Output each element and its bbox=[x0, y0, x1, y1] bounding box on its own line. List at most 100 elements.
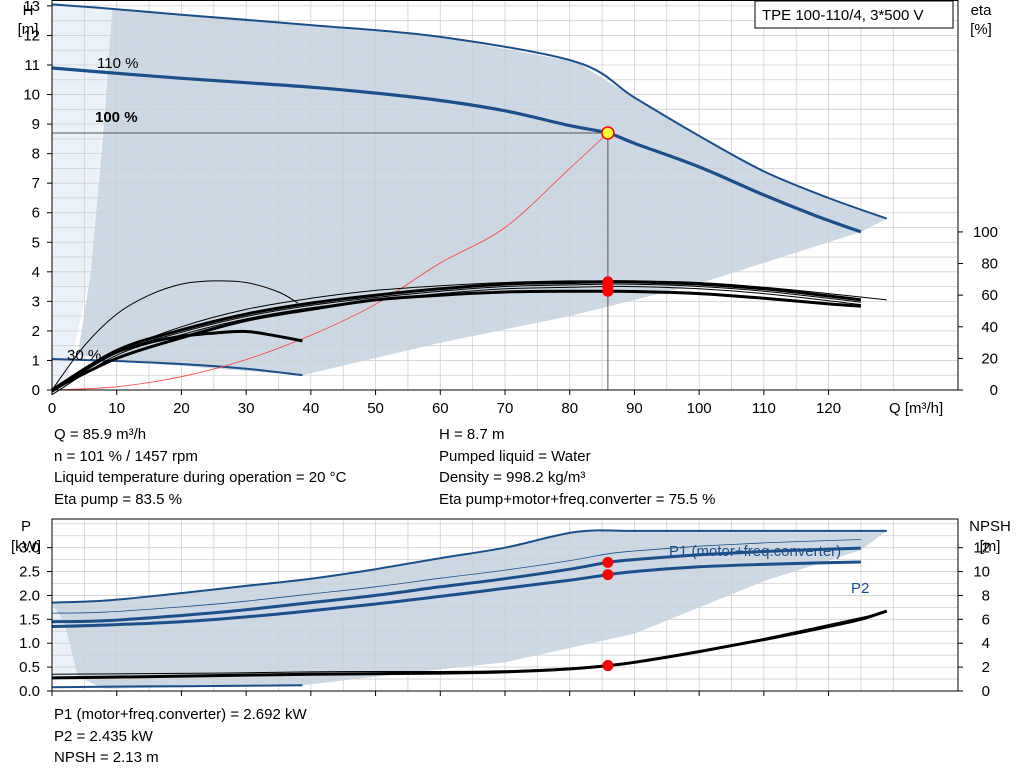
eta-tick-label: 40 bbox=[981, 319, 998, 336]
label-100-percent: 100 % bbox=[95, 109, 138, 126]
y-tick-label: 5 bbox=[32, 234, 40, 251]
series-100- bbox=[51, 66, 862, 234]
label-110-percent: 110 % bbox=[97, 55, 138, 72]
low-flow-region bbox=[52, 4, 113, 390]
title-box bbox=[754, 0, 954, 29]
x-tick-label: 10 bbox=[108, 400, 125, 417]
bottom-chart-curves bbox=[51, 529, 888, 689]
p-tick-label: 1.5 bbox=[19, 611, 40, 628]
eta-tick-label: 80 bbox=[981, 256, 998, 273]
p-tick-label: 3.0 bbox=[19, 540, 40, 557]
power-marker bbox=[602, 556, 614, 568]
chart-title: TPE 100-110/4, 3*500 V bbox=[762, 7, 924, 24]
x-tick-label: 40 bbox=[303, 400, 320, 417]
series-p1-110- bbox=[51, 529, 887, 604]
npsh-axis-label: NPSH bbox=[969, 518, 1011, 535]
info-npsh: NPSH = 2.13 m bbox=[54, 749, 159, 766]
label-p2: P2 bbox=[851, 580, 869, 597]
x-tick-label: 80 bbox=[561, 400, 578, 417]
eta-band-line bbox=[51, 283, 861, 393]
y-tick-label: 4 bbox=[32, 264, 40, 281]
info-pumped-liquid: Pumped liquid = Water bbox=[439, 447, 591, 465]
eta-band-line bbox=[51, 285, 861, 396]
npsh-tick-label: 12 bbox=[973, 540, 990, 557]
npsh-thin-line bbox=[51, 611, 887, 675]
power-marker bbox=[602, 569, 614, 581]
eta-tick-label: 0 bbox=[990, 382, 998, 399]
series-p2 bbox=[51, 560, 861, 628]
info-head: H = 8.7 m bbox=[439, 426, 505, 443]
series-eta-110-thin- bbox=[51, 280, 887, 391]
info-p2: P2 = 2.435 kW bbox=[54, 727, 153, 745]
info-p1: P1 (motor+freq.converter) = 2.692 kW bbox=[54, 706, 307, 723]
y-tick-label: 7 bbox=[32, 175, 40, 192]
x-tick-label: 100 bbox=[687, 400, 712, 417]
info-eta-pump: Eta pump = 83.5 % bbox=[54, 490, 182, 508]
y-tick-label: 1 bbox=[32, 352, 40, 369]
series-p1-motor-freq-converter- bbox=[51, 546, 861, 624]
info-liquid-temp: Liquid temperature during operation = 20… bbox=[54, 469, 347, 486]
p1-thin-line bbox=[51, 539, 861, 614]
y-tick-label: 13 bbox=[23, 0, 40, 15]
eta-tick-label: 20 bbox=[981, 350, 998, 367]
series-npsh bbox=[51, 609, 888, 680]
npsh-tick-label: 4 bbox=[982, 635, 990, 652]
eta-tick-label: 100 bbox=[973, 224, 998, 241]
series-eta-100- bbox=[51, 280, 862, 392]
p-tick-label: 1.0 bbox=[19, 635, 40, 652]
info-speed: n = 101 % / 1457 rpm bbox=[54, 447, 198, 465]
info-density: Density = 998.2 kg/m³ bbox=[439, 469, 586, 486]
y-axis-unit: [m] bbox=[18, 21, 39, 38]
operating-region bbox=[52, 4, 887, 376]
operating-point bbox=[601, 126, 615, 140]
info-top-left: Q = 85.9 m³/h n = 101 % / 1457 rpm Liqui… bbox=[54, 424, 346, 510]
npsh-tick-label: 2 bbox=[982, 659, 990, 676]
info-eta-total: Eta pump+motor+freq.converter = 75.5 % bbox=[439, 490, 716, 508]
y-tick-label: 6 bbox=[32, 205, 40, 222]
label-p1: P1 (motor+freq.converter) bbox=[669, 543, 841, 560]
p-axis-unit: [kW] bbox=[11, 538, 41, 555]
y-tick-label: 12 bbox=[23, 27, 40, 44]
info-top-right: H = 8.7 m Pumped liquid = Water Density … bbox=[439, 424, 715, 510]
x-tick-label: 30 bbox=[238, 400, 255, 417]
y-axis-label: H bbox=[23, 2, 34, 19]
npsh-tick-label: 6 bbox=[982, 611, 990, 628]
series-system-curve bbox=[51, 132, 609, 391]
y-tick-label: 9 bbox=[32, 116, 40, 133]
bottom-chart-axes: P1 (motor+freq.converter)P20.00.51.01.52… bbox=[11, 518, 1011, 700]
x-tick-label: 70 bbox=[497, 400, 514, 417]
p-tick-label: 2.5 bbox=[19, 564, 40, 581]
label-30-percent: 30 % bbox=[67, 347, 101, 364]
y-tick-label: 3 bbox=[32, 293, 40, 310]
y-tick-label: 11 bbox=[24, 57, 40, 74]
x-tick-label: 110 bbox=[752, 400, 776, 417]
series-30- bbox=[51, 358, 303, 377]
p-tick-label: 0.5 bbox=[19, 659, 40, 676]
npsh-tick-label: 0 bbox=[982, 683, 990, 700]
p-tick-label: 2.0 bbox=[19, 587, 40, 604]
y-tick-label: 2 bbox=[32, 323, 40, 340]
series-110- bbox=[51, 3, 888, 220]
x-tick-label: 50 bbox=[367, 400, 384, 417]
eta-axis-label: eta bbox=[971, 2, 993, 19]
eta-axis-unit: [%] bbox=[970, 21, 992, 38]
series-p-30- bbox=[51, 684, 303, 689]
npsh-tick-label: 10 bbox=[973, 564, 990, 581]
y-tick-label: 0 bbox=[32, 382, 40, 399]
eta-tick-label: 60 bbox=[981, 287, 998, 304]
npsh-axis-unit: [m] bbox=[980, 538, 1001, 555]
x-tick-label: 90 bbox=[626, 400, 643, 417]
series-eta-30- bbox=[51, 329, 303, 392]
top-chart-grid bbox=[51, 0, 958, 391]
info-flow: Q = 85.9 m³/h bbox=[54, 426, 147, 443]
y-tick-label: 10 bbox=[23, 87, 40, 104]
p-axis-label: P bbox=[21, 518, 31, 535]
p-tick-label: 0.0 bbox=[19, 683, 40, 700]
top-chart-axes: 110 %100 %30 %0 10 20 30 40 50 60 70 80 90 100 110 1… bbox=[18, 0, 998, 417]
x-axis-label: Q [m³/h] bbox=[889, 400, 943, 417]
series-eta-30-thin- bbox=[51, 280, 299, 391]
power-marker bbox=[602, 660, 614, 672]
x-tick-label: 60 bbox=[432, 400, 449, 417]
x-tick-label: 20 bbox=[173, 400, 190, 417]
